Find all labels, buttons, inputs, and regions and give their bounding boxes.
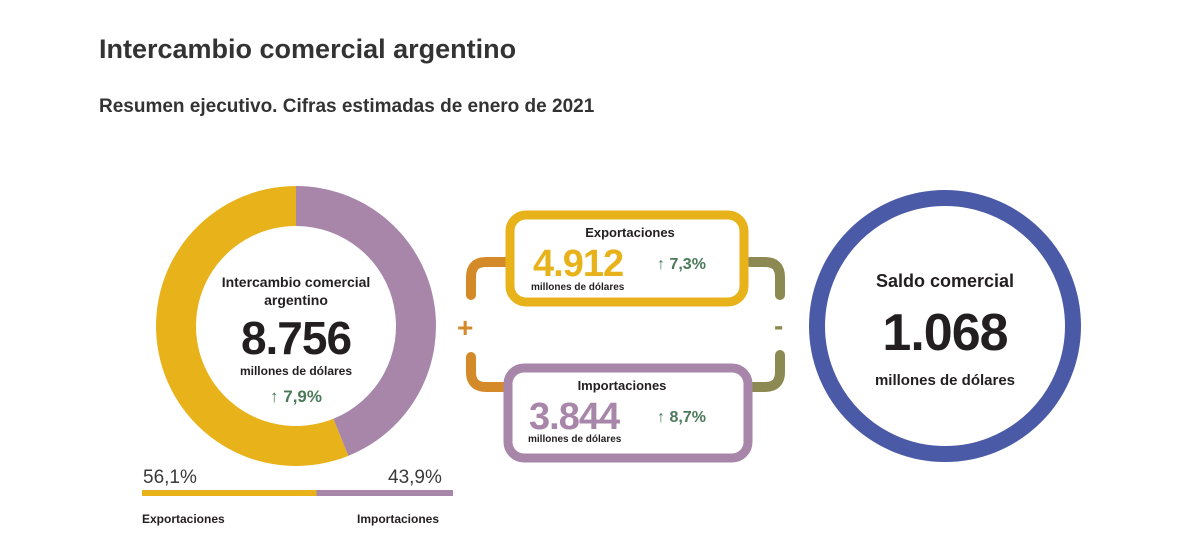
minus-bracket-bottom [745, 350, 785, 392]
arrow-up-icon: ↑ [657, 256, 665, 273]
plus-bracket-bottom [466, 352, 512, 392]
share-bar [142, 490, 453, 496]
exports-unit: millones de dólares [531, 282, 625, 293]
imports-box [503, 363, 753, 463]
donut-slice-imports [296, 186, 436, 456]
page-title: Intercambio comercial argentino [99, 34, 517, 64]
imports-change-value: 8,7% [669, 409, 706, 426]
imports-change: ↑ 8,7% [657, 409, 706, 427]
donut-change-value: 7,9% [283, 387, 322, 406]
share-bar-exports [142, 490, 317, 496]
minus-bracket-top [745, 257, 785, 300]
exports-value: 4.912 [533, 243, 624, 285]
balance-value: 1.068 [882, 304, 1008, 362]
page-subtitle: Resumen ejecutivo. Cifras estimadas de e… [99, 96, 595, 117]
balance-unit: millones de dólares [874, 372, 1016, 389]
donut-slice-exports [155, 186, 349, 467]
share-bar-imports [316, 490, 453, 496]
donut-chart [155, 186, 436, 467]
exports-change: ↑ 7,3% [657, 256, 706, 274]
plus-bracket-top [466, 257, 512, 300]
donut-total-value: 8.756 [240, 312, 352, 364]
arrow-up-icon: ↑ [270, 387, 279, 406]
balance-title: Saldo comercial [875, 271, 1015, 291]
exports-change-value: 7,3% [669, 256, 706, 273]
balance-ring [809, 190, 1081, 462]
exports-share-pct: 56,1% [143, 467, 197, 488]
exports-title: Exportaciones [585, 225, 675, 240]
exports-box [505, 210, 749, 307]
plus-operator: + [457, 312, 474, 343]
minus-operator: - [774, 310, 784, 341]
legend-imports-label: Importaciones [357, 512, 440, 526]
legend-exports-label: Exportaciones [142, 512, 225, 526]
imports-unit: millones de dólares [528, 434, 622, 445]
donut-change: ↑ 7,9% [211, 387, 381, 407]
arrow-up-icon: ↑ [657, 409, 665, 426]
imports-value: 3.844 [529, 396, 620, 438]
donut-unit: millones de dólares [239, 364, 353, 378]
imports-share-pct: 43,9% [388, 467, 442, 488]
donut-title: Intercambio comercial argentino [221, 274, 371, 308]
imports-title: Importaciones [577, 378, 667, 393]
